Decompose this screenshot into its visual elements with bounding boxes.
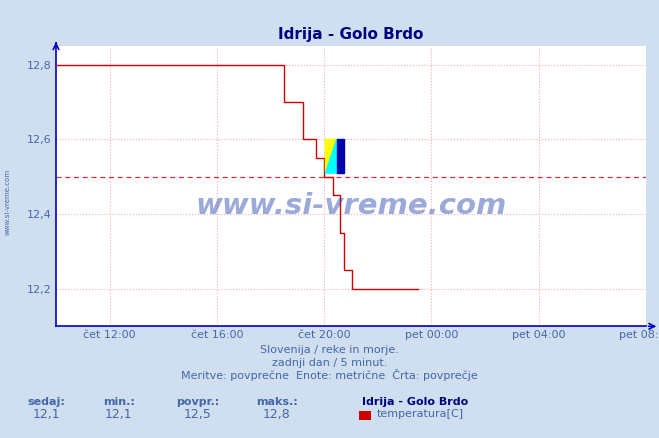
Text: 12,8: 12,8: [263, 408, 291, 421]
Polygon shape: [326, 139, 337, 173]
Text: zadnji dan / 5 minut.: zadnji dan / 5 minut.: [272, 358, 387, 368]
Text: www.si-vreme.com: www.si-vreme.com: [5, 169, 11, 234]
Text: Idrija - Golo Brdo: Idrija - Golo Brdo: [362, 397, 469, 407]
Text: povpr.:: povpr.:: [176, 397, 219, 407]
Text: 12,1: 12,1: [32, 408, 60, 421]
Title: Idrija - Golo Brdo: Idrija - Golo Brdo: [278, 27, 424, 42]
Text: Slovenija / reke in morje.: Slovenija / reke in morje.: [260, 345, 399, 355]
Text: Meritve: povprečne  Enote: metrične  Črta: povprečje: Meritve: povprečne Enote: metrične Črta:…: [181, 369, 478, 381]
Text: 12,5: 12,5: [184, 408, 212, 421]
Text: 12,1: 12,1: [105, 408, 132, 421]
Text: maks.:: maks.:: [256, 397, 298, 407]
Polygon shape: [326, 139, 337, 173]
Text: www.si-vreme.com: www.si-vreme.com: [195, 192, 507, 220]
Text: min.:: min.:: [103, 397, 134, 407]
Polygon shape: [337, 139, 344, 173]
Text: temperatura[C]: temperatura[C]: [377, 409, 464, 419]
Text: sedaj:: sedaj:: [27, 397, 65, 407]
